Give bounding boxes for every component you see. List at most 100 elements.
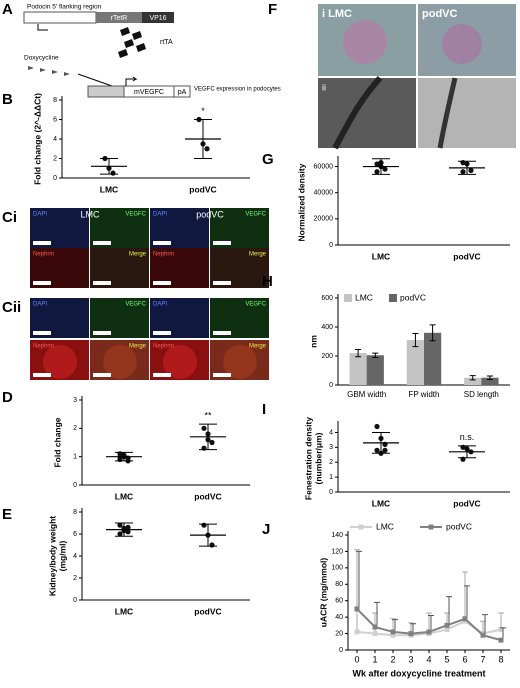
scale-bar [33,281,51,285]
x-tick-label: LMC [372,498,390,508]
marker [372,624,378,630]
panel-letter: F [268,1,277,18]
data-point [374,169,380,175]
legend-swatch [389,294,397,302]
panel-letter: D [2,389,13,406]
error-bar [354,549,360,632]
x-tick-label: LMC [115,491,133,501]
y-tick-label: 8 [53,97,57,104]
legend-label: LMC [376,521,394,531]
y-tick-label: 0 [73,597,77,604]
tile-label: Nephrin [153,344,174,350]
glomerulus [343,20,387,64]
marker [390,632,396,638]
annotation: n.s. [460,432,475,442]
label: Podocin 5' flanking region [27,4,102,11]
error-bar [498,612,504,630]
x-tick-label: 5 [444,654,449,664]
bar [366,355,384,385]
scale-bar [93,281,111,285]
gbm [437,77,458,149]
error-bar [486,375,493,380]
data-point [201,522,207,528]
data-point [382,447,388,453]
scale-bar [33,241,51,245]
tile-label: VEGFC [245,212,266,218]
data-point [460,169,466,175]
data-point [117,531,123,537]
x-tick-label: LMC [100,184,118,194]
arrow [125,76,138,86]
panel-letter: H [262,273,273,290]
label: VP16 [149,15,166,22]
label: Doxycycline [24,55,59,62]
x-tick-label: podVC [194,491,221,501]
marker [498,637,504,643]
bar [349,353,367,385]
x-tick-label: SD length [464,390,499,399]
em-image [318,78,416,148]
y-axis-label: nm [308,335,318,348]
bar [406,340,424,385]
x-tick-label: GBM width [347,390,386,399]
y-tick-label: 4 [53,136,57,143]
x-tick-label: LMC [115,606,133,616]
glomerulus [43,345,77,379]
marker [498,626,504,632]
panel-letter: A [2,1,13,18]
micrographs-f: F i LMC podVC ii [268,1,516,150]
rtetr-box [96,12,142,23]
sd-bar [372,431,390,454]
y-tick-label: 2 [53,155,57,162]
y-tick-label: 0 [329,242,333,249]
x-axis-label: Wk after doxycycline treatment [352,668,485,678]
scale-bar [153,241,171,245]
scale-bar [153,331,171,335]
y-tick-label: 1 [329,474,333,481]
legend-swatch [344,294,352,302]
sd-bar [458,445,476,459]
data-point [374,161,380,167]
error-bar [355,348,362,358]
error-bar [372,352,379,358]
glomerulus [163,345,197,379]
data-point [209,542,215,548]
sd-bar [199,523,217,547]
label: rtTA [160,39,173,46]
marker [354,629,360,635]
y-tick-label: 200 [321,353,333,360]
panel-letter: G [262,151,274,168]
y-axis-label: (number/μm) [313,432,323,484]
tile-label: VEGFC [245,302,266,308]
tile-label: Nephrin [153,252,174,258]
y-tick-label: 20 [335,630,343,637]
y-tick-label: 0 [73,482,77,489]
y-tick-label: 120 [331,548,343,555]
y-axis-label: uACR (mg/mmol) [318,558,328,628]
data-point [125,529,131,535]
y-axis-label: Fold change [52,417,62,467]
panel-letter: J [262,521,270,538]
tile-label: Merge [129,252,147,258]
x-tick-label: 6 [462,654,467,664]
error-bar [412,333,419,348]
dox-icons [28,66,70,76]
x-tick-label: LMC [372,251,390,261]
construct-diagram: A Podocin 5' flanking region rTetR VP16 … [2,1,281,98]
marker [480,632,486,638]
x-tick-label: 2 [390,654,395,664]
label: rTetR [111,15,128,22]
x-tick-label: podVC [194,606,221,616]
glomerulus [223,345,257,379]
column-header: podVC [196,209,224,219]
data-point [117,522,123,528]
scale-bar [213,331,231,335]
arrow [77,73,113,87]
arrow [37,24,48,31]
panel-letter: E [2,506,12,523]
error-bar [374,601,380,627]
y-tick-label: 60 [335,598,343,605]
bar [464,377,482,385]
tile-label: DAPI [33,302,47,308]
sd-bar [100,158,118,175]
